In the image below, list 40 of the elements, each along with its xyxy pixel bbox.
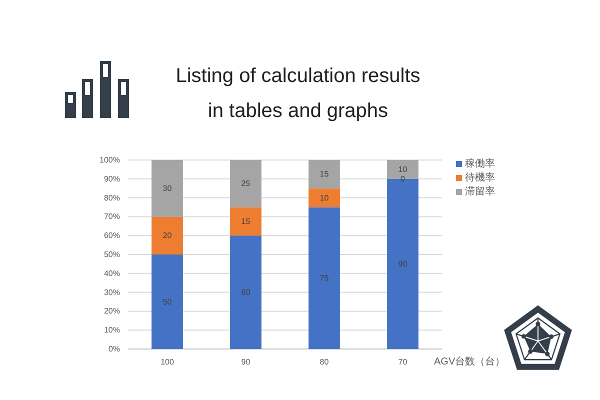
chart-title: Listing of calculation results in tables and graphs — [176, 65, 420, 122]
bar — [152, 254, 183, 349]
bar — [230, 207, 262, 236]
bar — [152, 160, 183, 217]
y-tick-label: 60% — [104, 231, 120, 240]
x-tick-label: 100 — [160, 358, 174, 366]
data-label: 10 — [320, 193, 330, 202]
data-label: 25 — [241, 179, 251, 188]
data-label: 60 — [241, 288, 251, 297]
data-label: 50 — [162, 297, 172, 306]
legend-label: 待機率 — [465, 172, 495, 184]
data-label: 15 — [241, 216, 251, 226]
data-label: 15 — [320, 170, 330, 179]
y-tick-label: 40% — [104, 268, 120, 278]
data-label: 75 — [320, 274, 330, 283]
bar — [230, 160, 262, 208]
x-axis-title: AGV台数（台） — [434, 356, 506, 368]
bar — [230, 236, 262, 349]
bar — [308, 207, 340, 349]
legend-label: 稼働率 — [465, 158, 495, 170]
x-tick-label: 70 — [398, 358, 408, 366]
y-tick-label: 50% — [104, 250, 120, 259]
data-label: 30 — [162, 184, 172, 193]
y-tick-label: 100% — [100, 156, 120, 164]
x-tick-label: 90 — [241, 358, 251, 366]
x-tick-label: 80 — [320, 358, 330, 366]
y-tick-label: 20% — [104, 306, 120, 316]
y-tick-label: 0% — [108, 344, 120, 354]
bar — [152, 216, 183, 254]
data-label: 20 — [162, 231, 172, 240]
y-tick-label: 90% — [104, 174, 120, 184]
data-label: 10 — [398, 164, 408, 174]
y-tick-label: 10% — [104, 326, 120, 335]
y-tick-label: 30% — [104, 288, 120, 297]
data-label: 90 — [398, 259, 408, 268]
bar — [308, 188, 340, 208]
bar — [308, 160, 340, 188]
y-tick-label: 70% — [104, 212, 120, 222]
legend-label: 滞留率 — [465, 186, 495, 198]
y-tick-label: 80% — [104, 193, 120, 202]
